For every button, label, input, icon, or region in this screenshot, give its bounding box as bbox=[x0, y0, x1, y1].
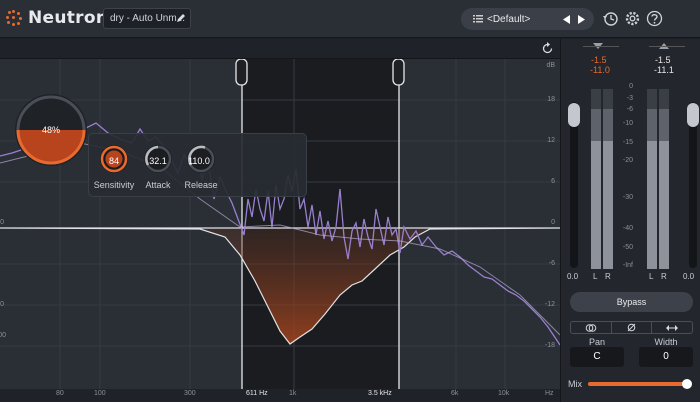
meter-scale: -10 bbox=[622, 120, 633, 127]
input-peak: -1.5 bbox=[591, 55, 607, 65]
db-label-left: 0 bbox=[0, 301, 4, 308]
refresh-icon[interactable] bbox=[541, 42, 554, 55]
gain-reduction-curve bbox=[0, 227, 560, 345]
amount-value: 48% bbox=[41, 125, 60, 135]
phase-invert-button[interactable] bbox=[612, 322, 653, 333]
neutron-logo-icon bbox=[6, 10, 22, 26]
compressor-controls: 84 Sensitivity 32.1 Attack 110.0 Release bbox=[88, 133, 307, 197]
output-gain-fader[interactable] bbox=[687, 103, 699, 127]
db-label: 6 bbox=[551, 178, 555, 185]
stereo-mode-segment bbox=[570, 321, 693, 334]
db-label-left: 00 bbox=[0, 332, 6, 339]
meter-scale: 0 bbox=[629, 83, 633, 90]
list-icon bbox=[473, 15, 483, 23]
sensitivity-knob[interactable] bbox=[98, 143, 130, 175]
input-channel-r: R bbox=[605, 272, 611, 281]
meter-scale: -Inf bbox=[622, 262, 633, 269]
db-label: 12 bbox=[547, 137, 555, 144]
graph-toolbar bbox=[0, 39, 560, 59]
mix-slider-track[interactable] bbox=[588, 382, 688, 386]
input-gain-value: 0.0 bbox=[567, 272, 579, 281]
swap-channels-button[interactable] bbox=[652, 322, 692, 333]
link-circles-icon bbox=[585, 323, 597, 332]
db-label: -18 bbox=[544, 342, 555, 349]
input-gain-fader[interactable] bbox=[568, 103, 580, 127]
freq-label: 80 bbox=[56, 390, 64, 397]
mono-mode-button[interactable] bbox=[571, 322, 612, 333]
db-label: -6 bbox=[548, 260, 555, 267]
attack-knob[interactable] bbox=[142, 143, 174, 175]
sensitivity-label: Sensitivity bbox=[93, 180, 135, 190]
track-name-field[interactable]: dry - Auto Unm... bbox=[103, 8, 191, 29]
output-meter-r bbox=[659, 89, 669, 269]
output-meter-l bbox=[647, 89, 657, 269]
width-field[interactable]: 0 bbox=[639, 347, 693, 367]
band-low-freq: 611 Hz bbox=[246, 390, 268, 397]
help-icon[interactable] bbox=[646, 10, 663, 27]
sensitivity-value: 84 bbox=[108, 156, 119, 166]
mix-label: Mix bbox=[568, 379, 582, 389]
track-name-text: dry - Auto Unm... bbox=[110, 13, 186, 24]
attack-value: 32.1 bbox=[149, 156, 167, 166]
input-meter-l bbox=[591, 89, 601, 269]
meter-scale: -40 bbox=[622, 225, 633, 232]
freq-label: 300 bbox=[184, 390, 196, 397]
freq-label: 10k bbox=[498, 390, 510, 397]
band-high-freq: 3.5 kHz bbox=[368, 390, 392, 397]
meter-scale: -6 bbox=[626, 106, 633, 113]
spectrum-panel: dB 18 12 6 0 -6 -12 -18 0 0 00 80 100 30… bbox=[0, 39, 560, 402]
meter-scale: -30 bbox=[622, 194, 633, 201]
input-gain-track[interactable] bbox=[570, 102, 578, 268]
mix-slider-thumb[interactable] bbox=[682, 379, 692, 389]
db-label-left: 0 bbox=[0, 219, 4, 226]
meter-scale: -15 bbox=[622, 139, 633, 146]
db-label: 0 bbox=[551, 219, 555, 226]
width-label: Width bbox=[654, 337, 678, 347]
release-value: 110.0 bbox=[188, 156, 210, 166]
band-low-handle bbox=[235, 59, 248, 86]
band-high-handle bbox=[392, 59, 405, 86]
output-peak: -1.5 bbox=[655, 55, 671, 65]
freq-label: 6k bbox=[451, 390, 459, 397]
attack-label: Attack bbox=[145, 180, 171, 190]
meter-scale: -3 bbox=[626, 95, 633, 102]
bypass-button[interactable]: Bypass bbox=[570, 292, 693, 312]
output-gain-value: 0.0 bbox=[683, 272, 695, 281]
preset-label: <Default> bbox=[487, 13, 531, 25]
logo: Neutron bbox=[6, 8, 108, 28]
swap-arrows-icon bbox=[666, 324, 679, 331]
next-preset-icon[interactable] bbox=[574, 13, 588, 25]
db-label: -12 bbox=[544, 301, 555, 308]
preset-selector[interactable]: <Default> bbox=[461, 8, 594, 30]
release-label: Release bbox=[184, 180, 218, 190]
spectrum-svg bbox=[0, 59, 560, 402]
input-channel-l: L bbox=[593, 272, 598, 281]
output-rms: -11.1 bbox=[654, 65, 674, 75]
amount-knob[interactable] bbox=[13, 92, 89, 168]
top-bar: Neutron dry - Auto Unm... <Default> bbox=[0, 0, 700, 38]
prev-preset-icon[interactable] bbox=[560, 13, 574, 25]
phase-icon bbox=[627, 323, 636, 332]
pan-label: Pan bbox=[588, 337, 605, 347]
input-rms: -11.0 bbox=[590, 65, 610, 75]
pencil-icon[interactable] bbox=[176, 13, 186, 23]
history-icon[interactable] bbox=[602, 10, 619, 27]
meter-scale: -20 bbox=[622, 157, 633, 164]
freq-label: 100 bbox=[94, 390, 106, 397]
freq-label: 1k bbox=[289, 390, 297, 397]
meter-scale: -50 bbox=[622, 244, 633, 251]
db-label: dB bbox=[546, 62, 555, 69]
spectrum-graph[interactable]: dB 18 12 6 0 -6 -12 -18 0 0 00 80 100 30… bbox=[0, 59, 560, 402]
gear-icon[interactable] bbox=[624, 10, 641, 27]
db-label: 18 bbox=[547, 96, 555, 103]
io-panel: -1.5 -11.0 -1.5 -11.1 0 -3 -6 -10 -15 -2… bbox=[560, 39, 700, 402]
output-channel-l: L bbox=[649, 272, 654, 281]
pan-field[interactable]: C bbox=[570, 347, 624, 367]
freq-label: Hz bbox=[545, 390, 554, 397]
input-meter-r bbox=[603, 89, 613, 269]
app-title: Neutron bbox=[28, 8, 109, 28]
output-gain-track[interactable] bbox=[689, 102, 697, 268]
release-knob[interactable] bbox=[185, 143, 217, 175]
output-channel-r: R bbox=[661, 272, 667, 281]
